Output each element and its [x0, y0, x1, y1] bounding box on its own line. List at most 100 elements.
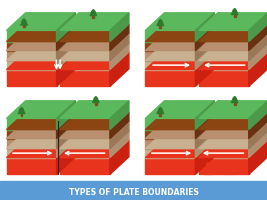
Polygon shape [6, 130, 57, 139]
Polygon shape [6, 24, 76, 42]
Polygon shape [57, 24, 76, 51]
Polygon shape [57, 52, 76, 86]
Polygon shape [199, 24, 267, 42]
Polygon shape [145, 158, 195, 174]
Polygon shape [60, 149, 110, 158]
Polygon shape [249, 101, 267, 130]
Polygon shape [60, 61, 110, 70]
Polygon shape [195, 112, 214, 139]
Polygon shape [195, 52, 214, 86]
Bar [21, 113, 22, 116]
Polygon shape [199, 149, 249, 158]
Polygon shape [199, 52, 267, 70]
Polygon shape [145, 13, 214, 30]
Polygon shape [60, 112, 129, 130]
Polygon shape [110, 121, 129, 149]
Polygon shape [249, 43, 267, 70]
Bar [92, 15, 94, 18]
Polygon shape [57, 101, 76, 130]
Polygon shape [6, 13, 76, 30]
Polygon shape [233, 97, 237, 99]
Polygon shape [231, 12, 238, 14]
Text: TYPES OF PLATE BOUNDARIES: TYPES OF PLATE BOUNDARIES [69, 188, 198, 197]
Polygon shape [199, 121, 267, 139]
Polygon shape [57, 33, 76, 61]
Bar [0, 181, 267, 200]
Polygon shape [145, 121, 214, 139]
Polygon shape [145, 33, 214, 51]
Polygon shape [157, 110, 164, 114]
Polygon shape [195, 131, 214, 158]
Polygon shape [60, 51, 110, 61]
Polygon shape [145, 118, 195, 130]
Polygon shape [60, 130, 110, 139]
Polygon shape [199, 30, 249, 42]
Polygon shape [110, 52, 129, 86]
Polygon shape [60, 52, 129, 70]
Polygon shape [6, 139, 57, 149]
Polygon shape [249, 140, 267, 174]
Polygon shape [60, 33, 129, 51]
Polygon shape [249, 33, 267, 61]
Polygon shape [199, 101, 267, 118]
Polygon shape [6, 43, 76, 61]
Polygon shape [232, 10, 237, 13]
Polygon shape [60, 101, 129, 118]
Polygon shape [145, 139, 195, 149]
Polygon shape [60, 139, 110, 149]
Polygon shape [91, 10, 95, 12]
Polygon shape [199, 131, 267, 149]
Polygon shape [145, 112, 214, 130]
Polygon shape [158, 107, 162, 110]
Polygon shape [6, 149, 57, 158]
Polygon shape [199, 61, 249, 70]
Polygon shape [110, 43, 129, 70]
Polygon shape [249, 52, 267, 86]
Polygon shape [145, 24, 214, 42]
Polygon shape [249, 121, 267, 149]
Polygon shape [6, 42, 57, 51]
Polygon shape [158, 19, 162, 22]
Polygon shape [199, 112, 267, 130]
Polygon shape [6, 118, 57, 130]
Polygon shape [195, 13, 214, 42]
Polygon shape [6, 101, 76, 118]
Polygon shape [60, 70, 110, 86]
Polygon shape [199, 13, 267, 30]
Polygon shape [6, 51, 57, 61]
Polygon shape [60, 24, 129, 42]
Polygon shape [195, 33, 214, 61]
Polygon shape [6, 52, 76, 70]
Polygon shape [145, 42, 195, 51]
Polygon shape [6, 158, 57, 174]
Polygon shape [225, 163, 233, 174]
Polygon shape [60, 140, 129, 158]
Polygon shape [110, 140, 129, 174]
Polygon shape [199, 70, 249, 86]
Polygon shape [195, 24, 214, 51]
Polygon shape [249, 24, 267, 51]
Polygon shape [199, 33, 267, 51]
Polygon shape [145, 61, 195, 70]
Polygon shape [60, 131, 129, 149]
Polygon shape [231, 100, 238, 102]
Polygon shape [145, 131, 214, 149]
Polygon shape [93, 98, 99, 101]
Bar [159, 25, 161, 28]
Polygon shape [249, 112, 267, 139]
Polygon shape [57, 112, 76, 139]
Polygon shape [145, 30, 195, 42]
Polygon shape [145, 149, 195, 158]
Polygon shape [22, 19, 26, 21]
Polygon shape [199, 42, 249, 51]
Polygon shape [233, 9, 237, 11]
Polygon shape [60, 118, 110, 130]
Polygon shape [21, 22, 28, 25]
Polygon shape [199, 140, 267, 158]
Polygon shape [60, 121, 129, 139]
Polygon shape [199, 139, 249, 149]
Polygon shape [110, 131, 129, 158]
Polygon shape [145, 140, 214, 158]
Polygon shape [110, 112, 129, 139]
Bar [159, 113, 161, 116]
